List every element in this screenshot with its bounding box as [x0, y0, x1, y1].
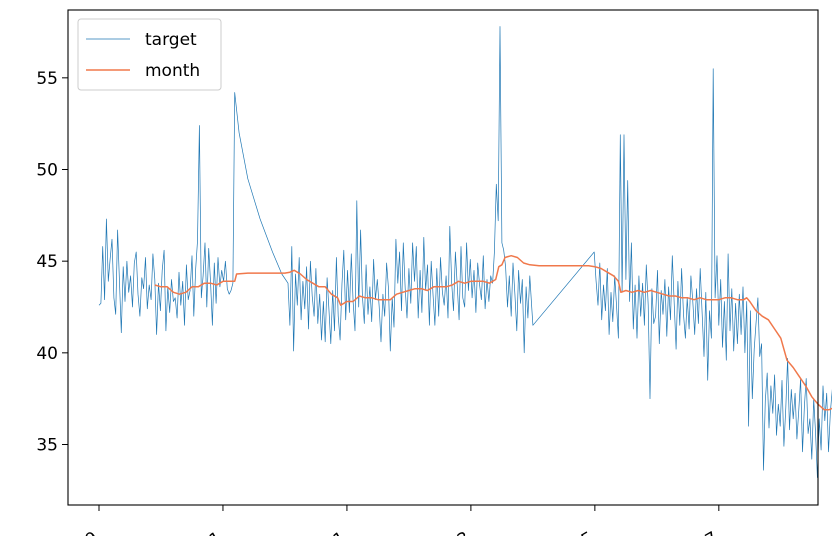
x-tick-label: 01 — [321, 528, 350, 536]
x-tick-label: 03 — [445, 528, 474, 536]
x-axis: 09 11 01 03 05 07 — [73, 505, 722, 536]
series-line-target — [98, 26, 832, 478]
x-tick-label: 07 — [693, 528, 722, 536]
y-tick-label: 35 — [36, 436, 58, 456]
y-tick-label: 55 — [36, 69, 58, 89]
x-tick-label: 05 — [569, 528, 598, 536]
x-tick-label: 11 — [197, 528, 226, 536]
series-layer — [98, 26, 832, 478]
legend-label-target: target — [145, 30, 197, 50]
legend-label-month: month — [145, 61, 200, 81]
legend: target month — [77, 18, 222, 91]
axes-frame — [67, 9, 819, 506]
y-tick-label: 45 — [36, 252, 58, 272]
y-axis: 35 40 45 50 55 — [36, 69, 68, 456]
y-tick-label: 40 — [36, 344, 58, 364]
legend-box — [77, 18, 222, 91]
y-tick-label: 50 — [36, 161, 58, 181]
x-tick-label: 09 — [73, 528, 102, 536]
series-line-month — [154, 254, 832, 411]
